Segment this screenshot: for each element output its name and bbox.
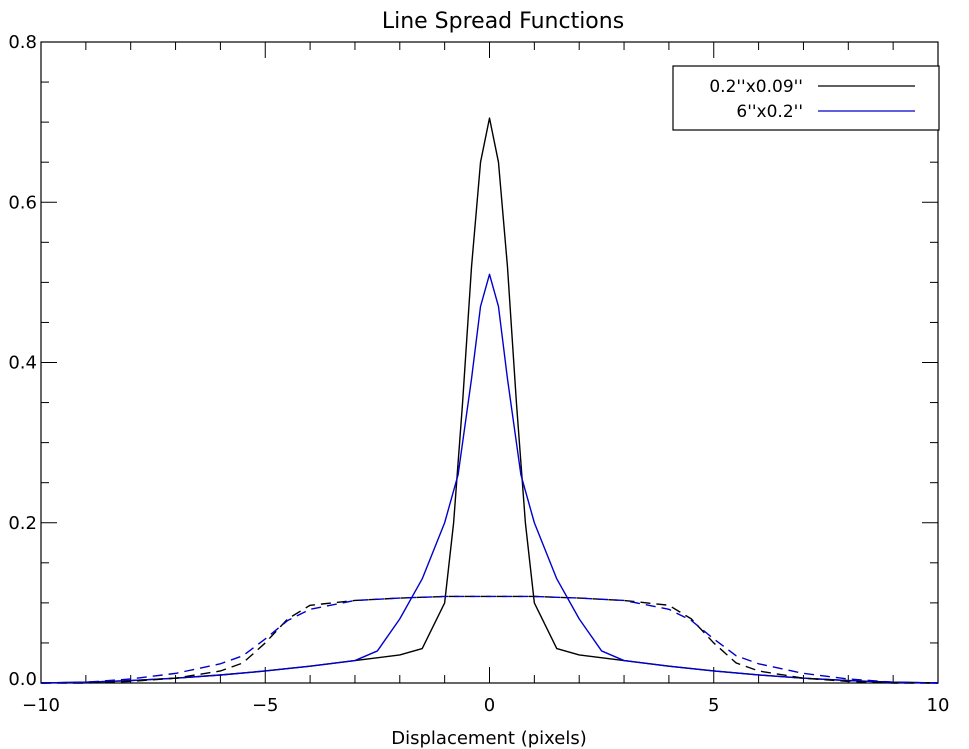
y-tick-label: 0.4 [8, 353, 37, 374]
legend-label-wide-slit: 6''x0.2'' [736, 102, 803, 122]
axis-ticks [40, 41, 939, 684]
axis-tick-labels: −10 −5 0 5 10 0.0 0.2 0.4 0.6 0.8 [8, 32, 949, 716]
x-tick-label: 10 [927, 695, 950, 716]
x-tick-label: −10 [22, 695, 60, 716]
y-tick-label: 0.2 [8, 513, 37, 534]
legend-box [672, 65, 940, 131]
legend: 0.2''x0.09'' 6''x0.2'' [672, 65, 940, 131]
x-tick-label: 0 [484, 695, 495, 716]
y-tick-label: 0.0 [8, 669, 37, 690]
x-tick-label: −5 [252, 695, 279, 716]
series-line-0 [40, 117, 939, 684]
series-lines [40, 117, 939, 684]
x-tick-label: 5 [708, 695, 719, 716]
legend-label-narrow-slit: 0.2''x0.09'' [709, 77, 803, 97]
y-tick-label: 0.8 [8, 32, 37, 53]
plot-frame [40, 41, 939, 684]
x-axis-label: Displacement (pixels) [391, 728, 587, 749]
chart-title: Line Spread Functions [382, 9, 624, 34]
series-line-3 [40, 595, 939, 684]
y-tick-label: 0.6 [8, 192, 37, 213]
series-line-1 [40, 273, 939, 684]
